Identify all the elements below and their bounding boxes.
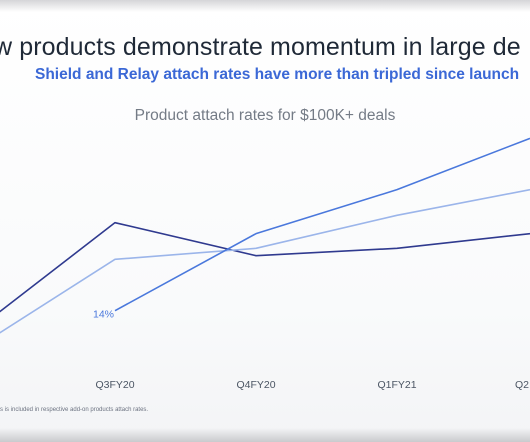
x-tick-label: Q1FY21 (377, 379, 416, 391)
x-tick-label: Q2 (515, 379, 529, 391)
screen-top-shadow (0, 0, 530, 12)
series-line-1 (0, 221, 530, 313)
data-label: 14% (93, 309, 114, 321)
x-tick-label: Q4FY20 (236, 379, 275, 391)
slide-title: w products demonstrate momentum in large… (0, 33, 521, 61)
slide-subtitle: Shield and Relay attach rates have more … (35, 66, 520, 83)
x-tick-label: Q3FY20 (95, 379, 134, 391)
series-line-2 (0, 188, 530, 334)
footnote: s is included in respective add-on produ… (0, 407, 149, 413)
screen-bottom-edge (0, 428, 530, 442)
chart-title: Product attach rates for $100K+ deals (134, 107, 396, 124)
series-line-3 (114, 137, 530, 312)
